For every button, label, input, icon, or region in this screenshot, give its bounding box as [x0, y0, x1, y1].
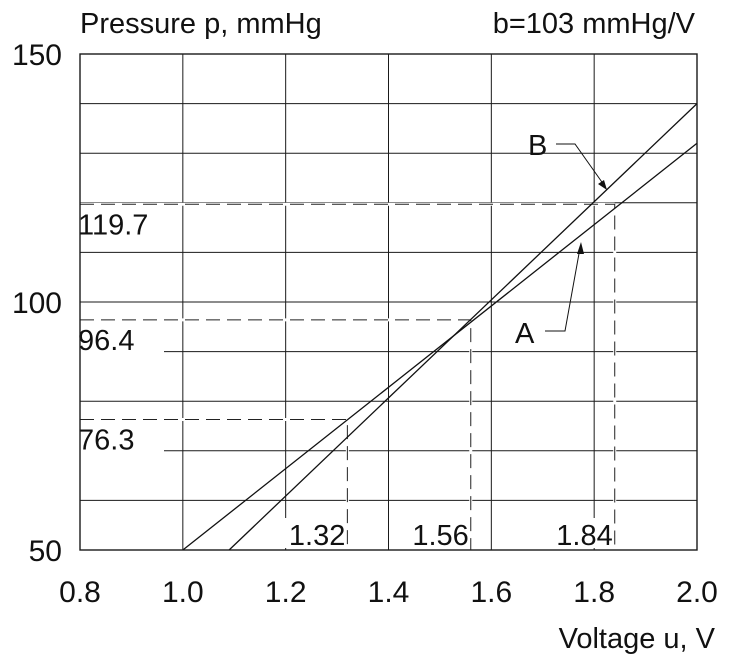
value-labels: 76.3 1.32 96.4 1.56 119.7 1.84: [78, 208, 613, 552]
y-axis-label: Pressure p, mmHg: [80, 8, 322, 40]
arrow-a: [577, 242, 584, 254]
x-tick-label: 0.8: [59, 576, 101, 609]
x-axis-label: Voltage u, V: [559, 623, 716, 655]
y-value-label: 96.4: [78, 325, 134, 357]
reference-line: [80, 419, 348, 550]
value-label-bg: [78, 323, 164, 354]
x-tick-label: 1.4: [368, 576, 410, 609]
x-tick-label: 2.0: [676, 576, 718, 609]
arrow-b: [598, 180, 607, 190]
series-line-a: [182, 142, 698, 551]
plot-frame: [79, 53, 698, 551]
annotation-a: A: [515, 318, 535, 350]
annotation-b: B: [528, 130, 547, 162]
annotations: BA: [515, 130, 607, 350]
reference-lines: [80, 202, 617, 550]
y-tick-label: 50: [29, 535, 62, 568]
x-tick-label: 1.6: [470, 576, 512, 609]
x-tick-label: 1.2: [265, 576, 307, 609]
series-lines: [182, 103, 698, 551]
x-value-label: 1.32: [289, 520, 345, 552]
x-value-label: 1.84: [556, 520, 612, 552]
y-value-label: 119.7: [78, 209, 148, 241]
x-value-label: 1.56: [412, 520, 468, 552]
chart-subtitle: b=103 mmHg/V: [493, 8, 696, 40]
value-label-bg: [78, 423, 164, 454]
value-label-bg: [281, 518, 346, 548]
y-tick-label: 150: [12, 39, 62, 72]
value-label-bg: [78, 208, 164, 239]
y-tick-label: 100: [12, 287, 62, 320]
x-tick-label: 1.8: [573, 576, 615, 609]
x-tick-label: 1.0: [162, 576, 204, 609]
value-label-bg: [404, 518, 469, 548]
series-line-b: [228, 103, 698, 551]
y-value-label: 76.3: [78, 425, 134, 457]
leader-b: [556, 143, 605, 186]
grid: [79, 53, 698, 551]
leader-a: [545, 247, 581, 332]
tick-labels: 0.8 1.0 1.2 1.4 1.6 1.8 2.0 50 100 150: [12, 39, 718, 609]
reference-line: [80, 203, 616, 550]
value-label-bg: [548, 518, 613, 548]
